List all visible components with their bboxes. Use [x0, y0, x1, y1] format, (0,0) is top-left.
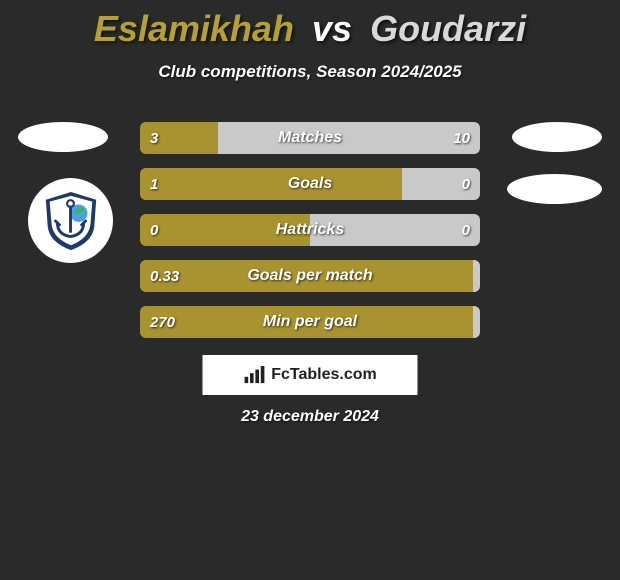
- bar-label: Goals: [140, 168, 480, 200]
- player2-name: Goudarzi: [370, 8, 526, 49]
- stat-bar: 10Goals: [140, 168, 480, 200]
- stat-bar: 0.33Goals per match: [140, 260, 480, 292]
- player1-badge-ellipse: [18, 122, 108, 152]
- subtitle: Club competitions, Season 2024/2025: [0, 62, 620, 82]
- comparison-title: Eslamikhah vs Goudarzi: [0, 0, 620, 50]
- player1-name: Eslamikhah: [94, 8, 294, 49]
- bar-label: Goals per match: [140, 260, 480, 292]
- stat-bar: 00Hattricks: [140, 214, 480, 246]
- player2-club-ellipse: [507, 174, 602, 204]
- bar-label: Min per goal: [140, 306, 480, 338]
- snapshot-date: 23 december 2024: [0, 408, 620, 426]
- bar-label: Matches: [140, 122, 480, 154]
- stat-bar: 270Min per goal: [140, 306, 480, 338]
- attribution-text: FcTables.com: [271, 366, 377, 384]
- attribution-badge: FcTables.com: [203, 355, 418, 395]
- bar-chart-icon: [243, 366, 265, 384]
- player2-badge-ellipse: [512, 122, 602, 152]
- stat-bar: 310Matches: [140, 122, 480, 154]
- vs-text: vs: [312, 8, 352, 49]
- anchor-shield-icon: [40, 190, 102, 252]
- comparison-bars: 310Matches 10Goals 00Hattricks 0.33Goals pe…: [140, 122, 480, 352]
- player1-club-logo: [28, 178, 113, 263]
- bar-label: Hattricks: [140, 214, 480, 246]
